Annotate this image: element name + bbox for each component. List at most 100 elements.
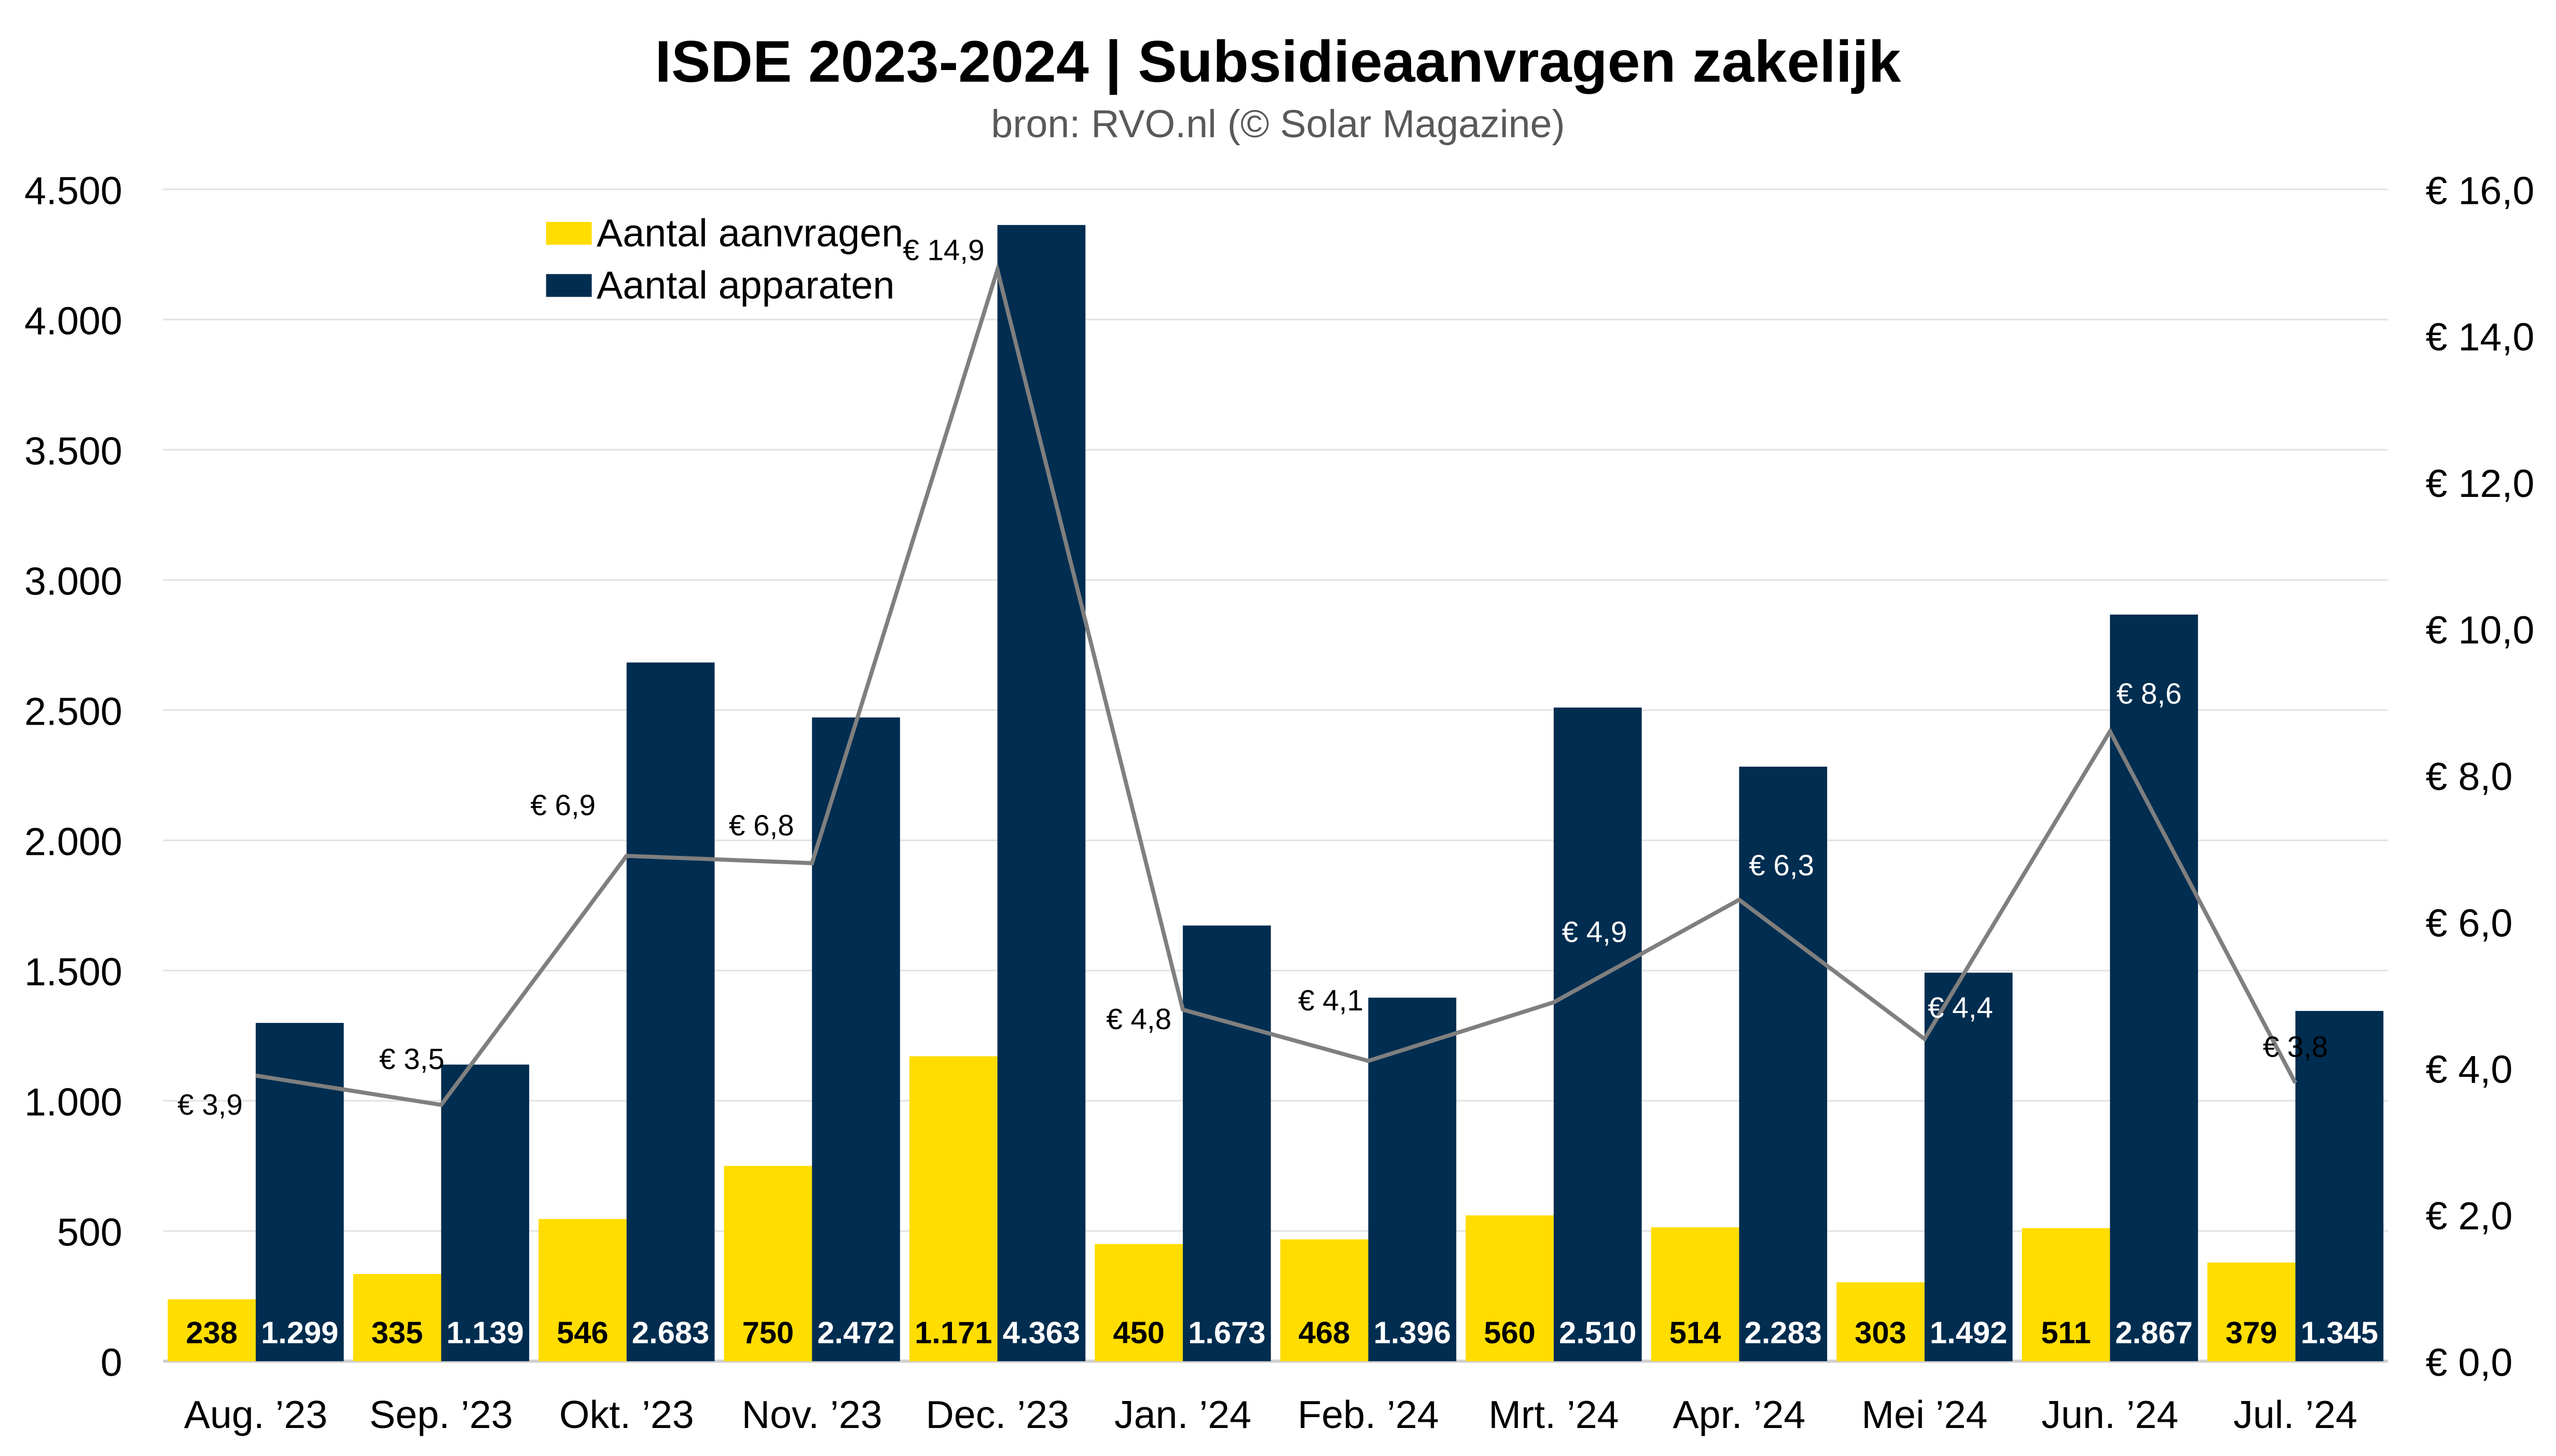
bar-apparaten [1924,973,2013,1362]
data-label-apparaten: 2.867 [2115,1315,2192,1350]
left-axis-ticks: 0 500 1.000 1.500 2.000 2.500 3.000 3.500 4.000 4… [24,169,122,1384]
bar-aanvragen [724,1166,812,1362]
y2-tick-label: € 14,0 [2426,315,2535,359]
bar-aanvragen [1836,1282,1925,1362]
data-label-apparaten: 2.472 [817,1315,894,1350]
line-series [255,262,2298,1107]
data-label-aanvragen: 335 [371,1315,423,1350]
data-label-aanvragen: 450 [1113,1315,1165,1350]
y2-tick-label: € 0,0 [2426,1341,2513,1384]
category-label: Jun. ’24 [2041,1393,2178,1436]
line-data-label: € 6,9 [530,788,596,821]
right-axis-ticks: € 0,0 € 2,0 € 4,0 € 6,0 € 8,0 € 10,0 € 12,0 € 1… [2426,169,2535,1384]
chart-title: ISDE 2023-2024 | Subsidieaanvragen zakel… [655,29,1902,95]
legend-swatch-apparaten [546,274,592,297]
data-label-aanvragen: 560 [1484,1315,1536,1350]
bar-apparaten [2295,1010,2384,1362]
bar-aanvragen [168,1299,256,1362]
line-data-label: € 4,1 [1298,984,1363,1017]
category-label: Apr. ’24 [1673,1393,1805,1436]
y-tick-label: 4.000 [24,299,122,342]
category-label: Aug. ’23 [184,1393,328,1436]
bars: 238 335 546 750 1.171 450 468 560 514 303 511 379 1.… [168,225,2384,1362]
y2-tick-label: € 10,0 [2426,608,2535,651]
legend-label-aanvragen: Aantal aanvragen [597,211,903,255]
y-tick-label: 2.000 [24,820,122,863]
line-data-label: € 3,8 [2263,1030,2328,1063]
data-label-aanvragen: 303 [1855,1315,1906,1350]
legend: Aantal aanvragen Aantal apparaten [546,211,903,307]
category-label: Feb. ’24 [1297,1393,1439,1436]
category-label: Nov. ’23 [742,1393,882,1436]
data-label-aanvragen: 514 [1669,1315,1721,1350]
bar-apparaten [1739,767,1828,1362]
line-data-label: € 6,8 [729,809,794,842]
line-data-label: € 8,6 [2117,677,2182,710]
bar-apparaten [1553,708,1642,1362]
category-label: Sep. ’23 [369,1393,513,1436]
gridlines [163,188,2388,1363]
y-tick-label: 500 [57,1211,122,1254]
y2-tick-label: € 4,0 [2426,1048,2513,1091]
data-label-aanvragen: 379 [2226,1315,2277,1350]
bar-apparaten [626,662,715,1362]
bar-aanvragen [2022,1228,2110,1362]
line-data-label: € 3,9 [177,1088,243,1121]
line-data-label: € 6,3 [1749,849,1814,882]
category-label: Dec. ’23 [925,1393,1069,1436]
price-line: € 3,9 € 3,5 € 6,9 € 6,8 € 14,9 € 4,8 € 4,1 € 4,… [177,233,2328,1121]
bar-aanvragen [1280,1239,1369,1362]
category-label: Mei ’24 [1861,1393,1987,1436]
bar-apparaten [1183,925,1271,1362]
category-labels: Aug. ’23 Sep. ’23 Okt. ’23 Nov. ’23 Dec. ’23… [184,1393,2358,1436]
bar-apparaten [812,717,900,1362]
line-data-label: € 4,4 [1928,991,1993,1024]
data-label-apparaten: 1.345 [2301,1315,2378,1350]
y-tick-label: 2.500 [24,689,122,733]
data-label-apparaten: 2.510 [1559,1315,1636,1350]
bar-apparaten [441,1064,530,1362]
data-label-apparaten: 1.299 [261,1315,338,1350]
data-label-apparaten: 4.363 [1003,1315,1080,1350]
line-data-label: € 3,5 [379,1043,445,1075]
bar-aanvragen [538,1219,627,1362]
data-label-apparaten: 1.139 [447,1315,524,1350]
y2-tick-label: € 2,0 [2426,1194,2513,1238]
data-label-apparaten: 2.683 [632,1315,709,1350]
category-label: Jul. ’24 [2233,1393,2357,1436]
y-tick-label: 4.500 [24,169,122,212]
y-tick-label: 1.500 [24,950,122,993]
data-label-aanvragen: 1.171 [915,1315,992,1350]
bar-apparaten [255,1023,344,1362]
bar-aanvragen [2207,1262,2296,1362]
bar-aanvragen [909,1056,998,1362]
y2-tick-label: € 6,0 [2426,901,2513,945]
data-label-aanvragen: 511 [2041,1315,2091,1350]
data-label-apparaten: 2.283 [1745,1315,1822,1350]
chart-subtitle: bron: RVO.nl (© Solar Magazine) [991,102,1565,145]
data-label-aanvragen: 238 [186,1315,238,1350]
legend-label-apparaten: Aantal apparaten [597,264,894,307]
y2-tick-label: € 8,0 [2426,755,2513,798]
bar-apparaten [1368,997,1457,1362]
y-tick-label: 3.000 [24,559,122,603]
bar-aanvragen [1095,1244,1183,1362]
y-tick-label: 0 [101,1341,122,1384]
data-label-apparaten: 1.492 [1930,1315,2007,1350]
y2-tick-label: € 16,0 [2426,169,2535,212]
data-label-aanvragen: 468 [1298,1315,1350,1350]
bar-apparaten [997,225,1086,1362]
category-label: Jan. ’24 [1114,1393,1251,1436]
legend-swatch-aanvragen [546,221,592,245]
bar-apparaten [2110,614,2198,1362]
y-tick-label: 3.500 [24,429,122,473]
data-label-apparaten: 1.396 [1374,1315,1451,1350]
line-data-label: € 4,8 [1106,1003,1171,1035]
category-label: Okt. ’23 [559,1393,694,1436]
data-label-apparaten: 1.673 [1188,1315,1265,1350]
line-data-label: € 14,9 [903,233,984,266]
y-tick-label: 1.000 [24,1080,122,1124]
data-label-aanvragen: 546 [557,1315,609,1350]
bar-aanvragen [1651,1227,1739,1362]
